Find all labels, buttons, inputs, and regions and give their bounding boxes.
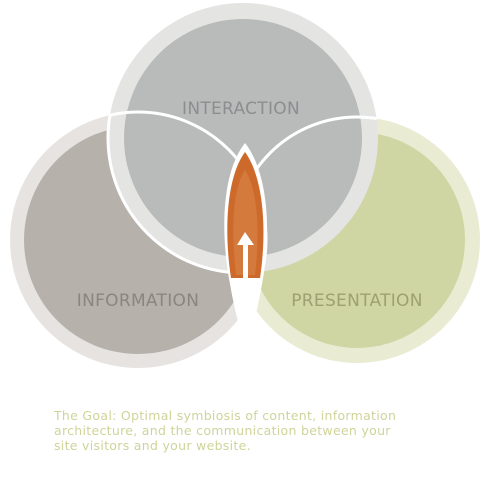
interaction-label: INTERACTION [182, 99, 300, 119]
center-flame [224, 143, 268, 350]
center-flame-inner [233, 170, 258, 275]
interaction-circle [108, 3, 378, 273]
goal-caption-line-3: site visitors and your website. [54, 438, 251, 453]
upward-arrow-icon [237, 232, 254, 342]
goal-caption-line-2: architecture, and the communication betw… [54, 423, 391, 438]
interaction-circle-body [124, 19, 362, 257]
presentation-label: PRESENTATION [291, 291, 423, 311]
goal-caption-line-1: The Goal: Optimal symbiosis of content, … [54, 408, 397, 423]
information-label: INFORMATION [77, 291, 199, 311]
goal-caption: The Goal: Optimal symbiosis of content, … [54, 408, 454, 453]
